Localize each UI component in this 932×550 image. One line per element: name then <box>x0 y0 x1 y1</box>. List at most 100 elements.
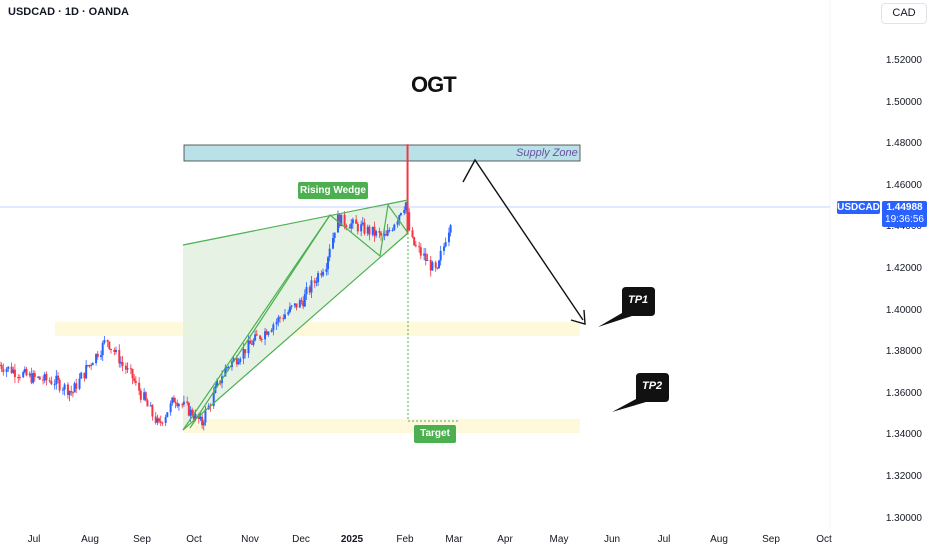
time-tick-label: Jul <box>657 534 671 545</box>
candle-body <box>201 416 204 426</box>
candle-body <box>255 334 258 336</box>
time-tick-label: Aug <box>710 534 728 545</box>
candle-body <box>282 318 285 320</box>
price-tick-label: 1.52000 <box>885 55 922 66</box>
wedge-upper-line <box>182 199 409 246</box>
candle-body <box>360 224 363 232</box>
time-tick-label: Aug <box>81 534 99 545</box>
wedge-inner-line <box>189 214 331 429</box>
candle-body <box>247 340 250 354</box>
candle-body <box>366 226 369 234</box>
time-tick-label: Dec <box>292 534 310 545</box>
candle-body <box>146 400 149 407</box>
candle-body <box>177 404 180 407</box>
price-tick-label: 1.50000 <box>885 96 922 108</box>
candle-body <box>302 301 305 307</box>
candle-body <box>68 391 71 396</box>
candle-body <box>189 409 192 416</box>
candle-body <box>388 230 391 232</box>
candle-body <box>13 369 16 378</box>
candle-body <box>305 287 308 295</box>
currency-button[interactable]: CAD <box>881 3 927 24</box>
tp2-callout <box>612 373 669 412</box>
candle-body <box>288 306 291 313</box>
candle-body <box>28 373 31 376</box>
candle-body <box>371 226 374 235</box>
candle-body <box>149 405 152 407</box>
candle-body <box>121 361 124 366</box>
time-tick-label: Apr <box>497 534 513 545</box>
support-zone-tp2 <box>183 419 580 433</box>
candle-body <box>287 312 290 315</box>
price-tick-label: 1.40000 <box>885 304 922 316</box>
candle-body <box>239 358 242 362</box>
candle-body <box>85 365 88 379</box>
time-tick-label: Sep <box>133 534 151 545</box>
candle-body <box>199 416 202 420</box>
candle-body <box>38 376 41 380</box>
candle-body <box>398 215 401 222</box>
candle-body <box>73 383 76 393</box>
candle-body <box>396 221 399 225</box>
candle-body <box>336 214 339 233</box>
candle-body <box>191 409 194 416</box>
candle-body <box>295 303 298 308</box>
candle-body <box>350 223 353 229</box>
candle-body <box>418 246 421 248</box>
time-tick-label: Oct <box>816 534 832 545</box>
candle-body <box>5 368 8 373</box>
candle-body <box>423 253 426 256</box>
candle-body <box>322 271 325 276</box>
candle-body <box>380 232 383 236</box>
candle-body <box>224 367 227 377</box>
candle-body <box>58 379 61 391</box>
candle-body <box>242 349 245 359</box>
candle-body <box>267 331 270 335</box>
candle-body <box>172 397 175 403</box>
price-tick-label: 1.38000 <box>885 346 922 358</box>
candle-body <box>403 209 406 214</box>
candle-body <box>378 231 381 233</box>
rising-wedge-fill <box>183 200 408 430</box>
candle-body <box>133 378 136 381</box>
candle-body <box>186 401 189 403</box>
candle-body <box>429 259 432 271</box>
time-tick-label: Feb <box>396 534 414 545</box>
candle-body <box>70 391 73 393</box>
tp1-label: TP1 <box>628 294 649 306</box>
price-tick-label: 1.48000 <box>885 138 922 150</box>
candle-body <box>303 294 306 307</box>
candle-body <box>283 314 286 319</box>
candle-body <box>438 260 441 269</box>
candle-body <box>449 225 452 233</box>
candle-body <box>411 230 414 237</box>
time-tick-label: Jun <box>603 534 621 545</box>
price-tick-label: 1.46000 <box>885 179 922 191</box>
candle-body <box>17 377 20 379</box>
tp2-label: TP2 <box>642 380 663 392</box>
candle-body <box>373 226 376 236</box>
price-tick-label: 1.36000 <box>885 387 922 399</box>
candle-body <box>53 384 56 386</box>
candle-body <box>30 373 33 383</box>
candle-body <box>124 365 127 370</box>
candle-body <box>80 372 83 379</box>
candle-body <box>90 365 93 367</box>
target-label: Target <box>414 425 456 443</box>
candle-body <box>169 403 172 413</box>
candle-body <box>333 232 336 238</box>
candle-body <box>126 368 129 370</box>
candle-body <box>83 372 86 379</box>
candle-body <box>212 393 215 407</box>
candle-body <box>351 219 354 224</box>
candle-body <box>202 422 205 426</box>
candle-body <box>436 267 439 269</box>
candle-body <box>244 349 247 354</box>
forecast-path <box>462 158 584 321</box>
candle-body <box>22 372 25 378</box>
candle-body <box>439 250 442 261</box>
ogt-logo: OGT <box>411 72 457 97</box>
candle-body <box>171 397 174 404</box>
symbol-title: USDCAD · 1D · OANDA <box>8 6 129 18</box>
